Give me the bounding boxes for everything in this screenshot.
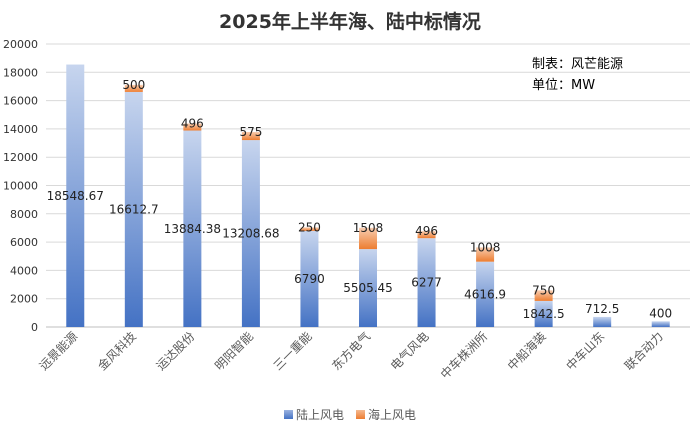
label-onshore-8: 4616.9	[464, 287, 506, 301]
x-tick-label-11: 联合动力	[621, 329, 666, 374]
bar-offshore-9	[534, 290, 553, 301]
bar-offshore-7	[417, 231, 436, 239]
label-offshore-8: 1008	[470, 240, 501, 254]
x-tick-label-9: 中船海装	[504, 329, 549, 374]
x-tick-label-10: 中车山东	[563, 329, 608, 374]
label-onshore-3: 13884.38	[164, 222, 221, 236]
y-tick-label: 0	[31, 321, 38, 334]
label-offshore-2: 500	[122, 78, 145, 92]
label-offshore-7: 496	[415, 224, 438, 238]
chart-title: 2025年上半年海、陆中标情况	[219, 10, 481, 33]
y-tick-label: 8000	[10, 208, 38, 221]
y-tick-label: 18000	[3, 66, 38, 79]
bar-onshore-6	[359, 249, 377, 327]
legend-label-offshore: 海上风电	[368, 407, 416, 422]
unit-note: 单位：MW	[532, 78, 595, 93]
bar-onshore-4	[241, 140, 260, 327]
x-tick-label-2: 金风科技	[94, 329, 139, 374]
label-offshore-6: 1508	[353, 221, 384, 235]
label-offshore-5: 250	[298, 220, 321, 234]
bar-onshore-7	[417, 238, 436, 327]
bar-offshore-2	[124, 84, 143, 92]
bar-offshore-3	[183, 123, 202, 131]
label-offshore-4: 575	[239, 125, 262, 139]
x-tick-label-8: 中车株洲所	[437, 329, 490, 382]
y-tick-label: 12000	[3, 151, 38, 164]
bar-offshore-8	[476, 247, 495, 262]
bar-onshore-11	[651, 321, 670, 327]
x-tick-label-6: 东方电气	[329, 329, 374, 374]
y-tick-label: 10000	[3, 180, 38, 193]
label-onshore-10: 712.5	[585, 302, 619, 316]
bar-onshore-5	[300, 230, 319, 327]
y-tick-label: 16000	[3, 95, 38, 108]
gridlines	[46, 43, 690, 328]
x-tick-label-1: 远景能源	[37, 329, 81, 373]
y-tick-label: 4000	[10, 264, 38, 277]
y-tick-label: 2000	[10, 293, 38, 306]
legend-swatch-offshore	[356, 410, 365, 419]
y-tick-label: 20000	[3, 38, 38, 51]
x-tick-label-7: 电气风电	[387, 329, 432, 374]
label-onshore-1: 18548.67	[47, 189, 104, 203]
y-tick-label: 6000	[10, 236, 38, 249]
y-axis-ticks: 0 2000 4000 6000 8000 10000 12000 14000 16000 180…	[3, 38, 38, 334]
label-onshore-5: 6790	[294, 272, 325, 286]
bar-onshore-10	[593, 316, 612, 327]
label-onshore-9: 1842.5	[523, 307, 565, 321]
label-onshore-11: 400	[649, 306, 672, 320]
bar-offshore-6	[359, 227, 377, 250]
legend-swatch-onshore	[284, 410, 293, 419]
bar-onshore-9	[534, 300, 553, 327]
bar-onshore-8	[476, 261, 495, 327]
y-tick-label: 14000	[3, 123, 38, 136]
label-onshore-2: 16612.7	[109, 202, 159, 216]
bar-onshore-2	[124, 91, 143, 327]
bars	[66, 64, 670, 327]
x-tick-label-3: 运达股份	[154, 329, 198, 373]
label-offshore-3: 496	[181, 117, 204, 131]
label-onshore-7: 6277	[411, 276, 442, 290]
x-tick-label-4: 明阳智能	[211, 329, 256, 374]
legend-label-onshore: 陆上风电	[296, 407, 344, 422]
label-onshore-4: 13208.68	[222, 227, 279, 241]
x-tick-label-5: 三一重能	[271, 329, 315, 373]
label-onshore-6: 5505.45	[343, 281, 393, 295]
x-axis-labels: 远景能源 金风科技 运达股份 明阳智能 三一重能 东方电气 电气风电 中车株洲所 中船海装 中车山…	[37, 329, 666, 382]
bar-onshore-1	[66, 64, 85, 327]
bar-offshore-4	[241, 131, 260, 141]
data-labels: 18548.67 500 16612.7 496 13884.38 575 13208.68…	[47, 78, 673, 321]
legend: 陆上风电 海上风电	[284, 407, 416, 422]
bar-offshore-5	[300, 227, 319, 231]
source-note: 制表：风芒能源	[532, 56, 623, 72]
label-offshore-9: 750	[532, 283, 555, 297]
bar-onshore-3	[183, 130, 202, 327]
